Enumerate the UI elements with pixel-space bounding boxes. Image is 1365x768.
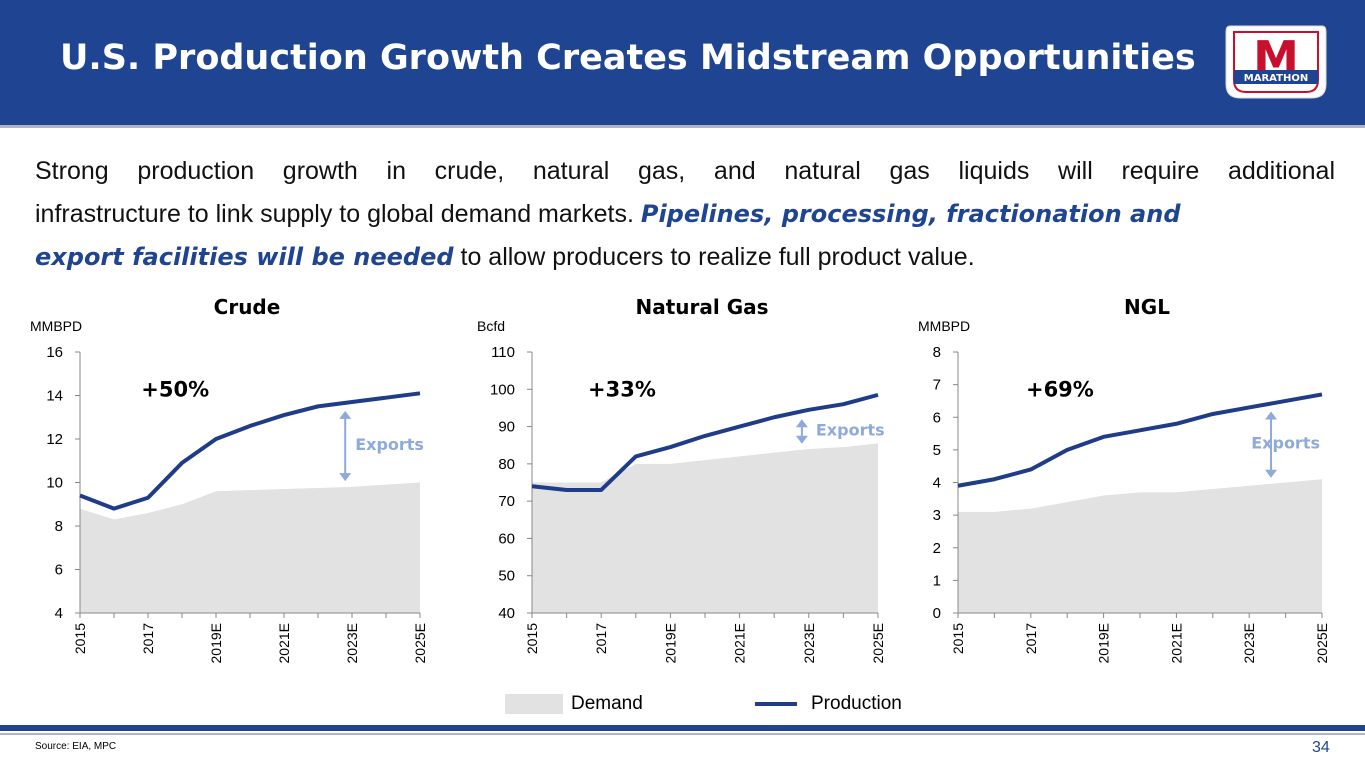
x-tick-label-2: 2019E bbox=[1096, 623, 1112, 663]
exports-arrow-head-up-2 bbox=[1265, 411, 1278, 420]
exports-arrow-head-up-0 bbox=[339, 410, 352, 419]
x-tick-label-0: 2023E bbox=[344, 623, 360, 663]
y-tick-label-0: 12 bbox=[46, 431, 63, 448]
legend-demand-label: Demand bbox=[571, 693, 643, 714]
x-tick-label-0: 2025E bbox=[412, 623, 428, 663]
exports-arrow-head-down-0 bbox=[339, 473, 352, 482]
y-tick-label-1: 40 bbox=[498, 605, 515, 622]
marathon-logo: M MARATHON bbox=[1225, 25, 1327, 99]
chart-unit-0: MMBPD bbox=[30, 318, 82, 334]
y-tick-label-1: 110 bbox=[491, 344, 515, 361]
chart-legend: Demand Production bbox=[505, 690, 945, 718]
x-tick-label-2: 2017 bbox=[1023, 623, 1039, 654]
x-tick-label-2: 2021E bbox=[1168, 623, 1184, 663]
x-tick-label-1: 2019E bbox=[662, 623, 678, 663]
x-tick-label-1: 2015 bbox=[524, 623, 540, 654]
chart-title-0: Crude bbox=[214, 295, 281, 319]
y-tick-label-0: 14 bbox=[46, 388, 63, 405]
y-tick-label-0: 4 bbox=[55, 605, 63, 622]
chart-unit-1: Bcfd bbox=[477, 318, 505, 334]
intro-emphasis-2: export facilities will be needed bbox=[35, 243, 454, 271]
exports-arrow-head-down-1 bbox=[795, 435, 808, 444]
source-note: Source: EIA, MPC bbox=[35, 741, 117, 752]
y-tick-label-1: 80 bbox=[498, 456, 515, 473]
demand-area-0 bbox=[80, 482, 420, 613]
legend-production: Production bbox=[755, 690, 902, 718]
exports-arrow-head-down-2 bbox=[1265, 469, 1278, 478]
intro-text: Strong production growth in crude, natur… bbox=[35, 150, 1335, 279]
intro-emphasis-1: Pipelines, processing, fractionation and bbox=[640, 200, 1181, 228]
exports-label-1: Exports bbox=[816, 420, 885, 439]
exports-label-0: Exports bbox=[355, 435, 424, 454]
intro-line-3: export facilities will be needed to allo… bbox=[35, 243, 975, 271]
y-tick-label-2: 0 bbox=[933, 605, 941, 622]
x-tick-label-1: 2025E bbox=[870, 623, 886, 663]
x-tick-label-0: 2021E bbox=[276, 623, 292, 663]
demand-area-1 bbox=[532, 443, 878, 613]
page-title: U.S. Production Growth Creates Midstream… bbox=[60, 38, 1196, 78]
x-tick-label-1: 2021E bbox=[732, 623, 748, 663]
y-tick-label-2: 5 bbox=[933, 442, 941, 459]
chart-unit-2: MMBPD bbox=[918, 318, 970, 334]
y-tick-label-2: 7 bbox=[933, 377, 941, 394]
intro-line-2-text: infrastructure to link supply to global … bbox=[35, 200, 641, 228]
chart-title-2: NGL bbox=[1124, 295, 1170, 319]
x-tick-label-2: 2025E bbox=[1314, 623, 1330, 663]
y-tick-label-0: 8 bbox=[55, 518, 63, 535]
exports-arrow-head-up-1 bbox=[795, 419, 808, 428]
footer-divider bbox=[0, 725, 1365, 731]
y-tick-label-2: 6 bbox=[933, 409, 941, 426]
demand-area-2 bbox=[958, 479, 1322, 613]
x-tick-label-2: 2015 bbox=[950, 623, 966, 654]
growth-annotation-2: +69% bbox=[1026, 377, 1094, 401]
y-tick-label-2: 1 bbox=[933, 572, 941, 589]
y-tick-label-2: 2 bbox=[933, 540, 941, 557]
x-tick-label-0: 2019E bbox=[208, 623, 224, 663]
y-tick-label-0: 16 bbox=[46, 344, 63, 361]
y-tick-label-2: 4 bbox=[933, 475, 941, 492]
growth-annotation-1: +33% bbox=[588, 377, 656, 401]
x-tick-label-2: 2023E bbox=[1241, 623, 1257, 663]
y-tick-label-0: 6 bbox=[55, 562, 63, 579]
x-tick-label-1: 2017 bbox=[593, 623, 609, 654]
legend-production-swatch bbox=[755, 702, 797, 706]
y-tick-label-1: 90 bbox=[498, 419, 515, 436]
intro-line-1: Strong production growth in crude, natur… bbox=[35, 157, 1335, 185]
header-divider bbox=[0, 125, 1365, 128]
y-tick-label-2: 8 bbox=[933, 344, 941, 361]
y-tick-label-1: 60 bbox=[498, 530, 515, 547]
legend-demand: Demand bbox=[505, 690, 643, 718]
y-tick-label-1: 50 bbox=[498, 568, 515, 585]
y-tick-label-0: 10 bbox=[46, 475, 63, 492]
legend-demand-swatch bbox=[505, 694, 563, 714]
x-tick-label-0: 2017 bbox=[140, 623, 156, 654]
growth-annotation-0: +50% bbox=[141, 377, 209, 401]
exports-label-2: Exports bbox=[1251, 434, 1320, 453]
y-tick-label-2: 3 bbox=[933, 507, 941, 524]
logo-wordmark: MARATHON bbox=[1244, 73, 1308, 84]
footer-divider-thin bbox=[0, 733, 1365, 735]
legend-production-label: Production bbox=[811, 693, 902, 714]
y-tick-label-1: 100 bbox=[490, 381, 515, 398]
x-tick-label-0: 2015 bbox=[72, 623, 88, 654]
intro-line-2: infrastructure to link supply to global … bbox=[35, 200, 1181, 228]
intro-line-3-text: to allow producers to realize full produ… bbox=[453, 243, 975, 271]
page-number: 34 bbox=[1312, 739, 1330, 756]
y-tick-label-1: 70 bbox=[498, 493, 515, 510]
x-tick-label-1: 2023E bbox=[801, 623, 817, 663]
header-bar bbox=[0, 0, 1365, 125]
chart-title-1: Natural Gas bbox=[635, 295, 768, 319]
